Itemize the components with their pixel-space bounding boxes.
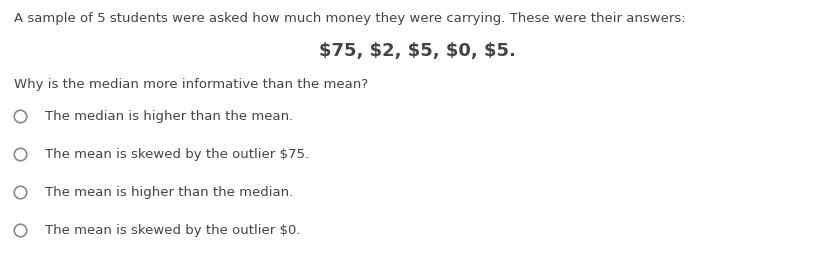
Text: A sample of 5 students were asked how much money they were carrying. These were : A sample of 5 students were asked how mu… [14, 12, 686, 25]
Text: The mean is skewed by the outlier $0.: The mean is skewed by the outlier $0. [45, 224, 300, 237]
Text: Why is the median more informative than the mean?: Why is the median more informative than … [14, 78, 368, 91]
Text: The mean is higher than the median.: The mean is higher than the median. [45, 186, 294, 199]
Text: The mean is skewed by the outlier $75.: The mean is skewed by the outlier $75. [45, 148, 309, 161]
Text: $75, $2, $5, $0, $5.: $75, $2, $5, $0, $5. [319, 42, 515, 60]
Text: The median is higher than the mean.: The median is higher than the mean. [45, 110, 294, 123]
